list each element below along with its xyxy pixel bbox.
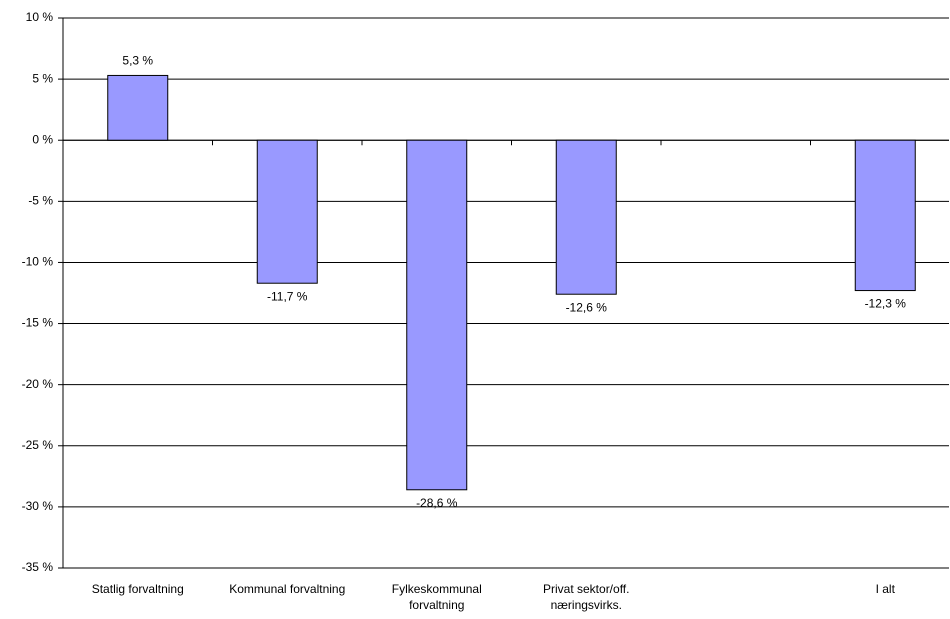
bar: [107, 74, 169, 141]
bar: [406, 139, 468, 491]
y-tick-label: -15 %: [22, 316, 54, 330]
x-tick-label: Fylkeskommunal forvaltning: [391, 582, 482, 612]
y-tick-label: -5 %: [28, 194, 53, 208]
y-tick-label: -25 %: [22, 438, 54, 452]
x-tick-label: Statlig forvaltning: [91, 582, 184, 596]
bar: [555, 139, 617, 295]
y-tick-label: -20 %: [22, 377, 54, 391]
data-label: -28,6 %: [416, 496, 458, 510]
y-tick-label: 10 %: [26, 10, 54, 24]
y-tick-label: -10 %: [22, 255, 54, 269]
data-label: 5,3 %: [122, 54, 153, 68]
y-tick-label: 5 %: [32, 71, 53, 85]
x-tick-label: I alt: [875, 582, 895, 596]
data-label: -11,7 %: [267, 289, 308, 303]
data-label: -12,3 %: [865, 297, 907, 311]
bar: [256, 139, 318, 284]
data-label: -12,6 %: [566, 300, 608, 314]
x-tick-label: Privat sektor/off. næringsvirks.: [543, 582, 630, 612]
bar: [854, 139, 916, 292]
x-tick-label: Kommunal forvaltning: [229, 582, 346, 596]
y-tick-label: -30 %: [22, 499, 54, 513]
y-tick-label: -35 %: [22, 560, 54, 574]
y-tick-label: 0 %: [32, 132, 53, 146]
